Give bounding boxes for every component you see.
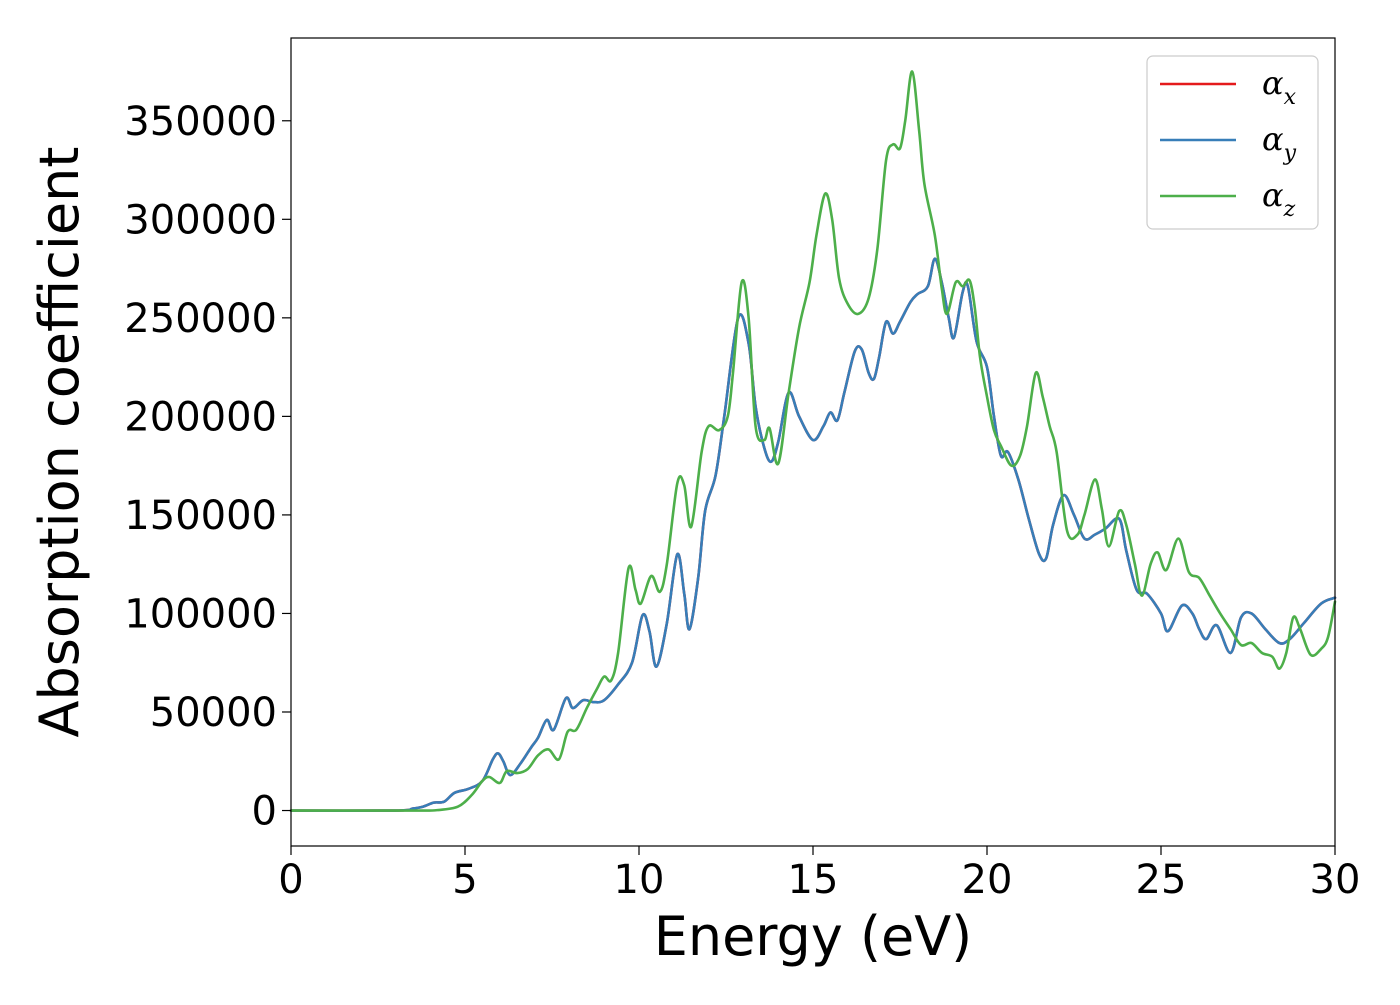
x-tick-label: 25 bbox=[1136, 857, 1187, 903]
y-tick-label: 150000 bbox=[124, 493, 277, 539]
x-tick-label: 20 bbox=[962, 857, 1013, 903]
y-axis-title: Absorption coefficient bbox=[28, 147, 91, 738]
legend-symbol: α bbox=[1262, 120, 1284, 158]
x-axis: 0 5 10 15 20 25 30 bbox=[278, 846, 1360, 903]
y-tick-label: 50000 bbox=[150, 690, 277, 736]
legend-subscript: z bbox=[1283, 197, 1296, 222]
legend-label-x: αx bbox=[1262, 64, 1297, 110]
legend-symbol: α bbox=[1262, 64, 1284, 102]
x-tick-label: 0 bbox=[278, 857, 303, 903]
legend-symbol: α bbox=[1262, 176, 1284, 214]
legend-box bbox=[1146, 55, 1319, 230]
x-axis-title: Energy (eV) bbox=[654, 905, 973, 968]
y-tick-label: 350000 bbox=[124, 99, 277, 145]
y-tick-label: 200000 bbox=[124, 394, 277, 440]
series-line-y bbox=[289, 257, 1337, 812]
legend-label-y: αy bbox=[1262, 120, 1297, 166]
series-line-x bbox=[289, 257, 1337, 812]
legend-subscript: y bbox=[1283, 141, 1297, 166]
x-tick-label: 5 bbox=[452, 857, 477, 903]
series-line-z bbox=[289, 70, 1337, 812]
y-tick-label: 0 bbox=[252, 789, 277, 835]
x-tick-label: 30 bbox=[1310, 857, 1361, 903]
y-tick-label: 300000 bbox=[124, 197, 277, 243]
y-axis: 0 50000 100000 150000 200000 250000 300000 3500… bbox=[124, 99, 291, 835]
y-tick-label: 100000 bbox=[124, 591, 277, 637]
series-layer bbox=[289, 70, 1337, 812]
y-tick-label: 250000 bbox=[124, 296, 277, 342]
legend-subscript: x bbox=[1284, 85, 1297, 110]
legend-label-z: αz bbox=[1262, 176, 1296, 222]
x-tick-label: 10 bbox=[614, 857, 665, 903]
x-tick-label: 15 bbox=[788, 857, 839, 903]
